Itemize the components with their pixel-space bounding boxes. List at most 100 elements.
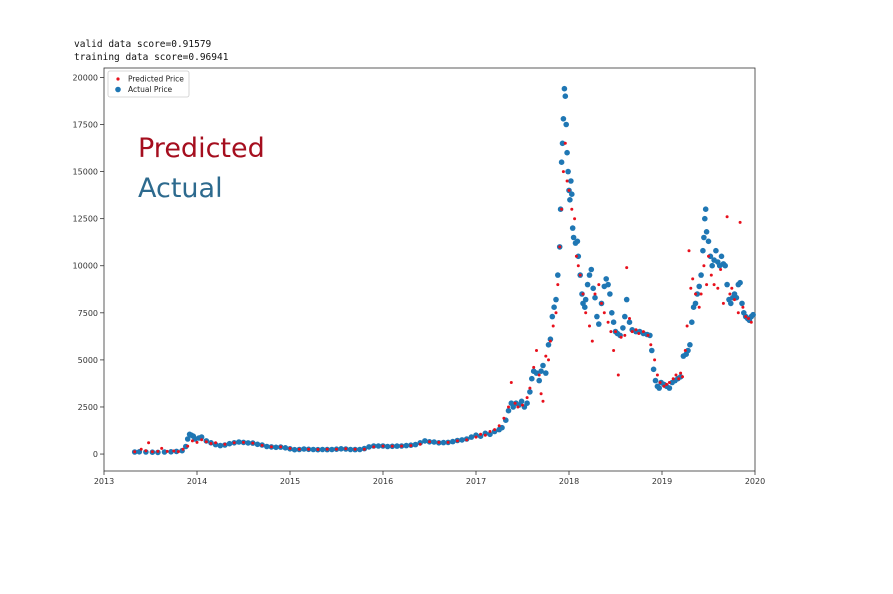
data-point (544, 354, 548, 358)
x-tick-label: 2015 (280, 477, 300, 486)
data-point (497, 424, 501, 428)
x-tick-label: 2014 (187, 477, 207, 486)
data-point (698, 272, 704, 278)
valid-score-text: valid data score=0.91579 (74, 39, 212, 50)
data-point (459, 437, 465, 443)
data-point (588, 266, 595, 273)
data-point (160, 446, 164, 450)
x-axis: 2013 2014 2015 2016 2017 2018 2019 2020 (94, 471, 765, 486)
data-point (384, 443, 391, 450)
data-point (650, 366, 657, 373)
data-point (584, 281, 591, 288)
x-tick-label: 2020 (745, 477, 765, 486)
data-point (662, 384, 666, 388)
data-point (567, 197, 573, 203)
data-point (564, 149, 570, 156)
y-tick-label: 12500 (73, 215, 98, 224)
data-point (409, 444, 413, 448)
data-point (505, 407, 512, 414)
data-point (556, 283, 560, 287)
data-point (509, 381, 513, 384)
data-point (716, 286, 720, 290)
data-point (347, 446, 354, 453)
data-point (403, 442, 410, 449)
data-point (692, 300, 699, 307)
data-point (569, 191, 575, 197)
data-point (156, 449, 160, 453)
data-point (558, 245, 562, 249)
data-point (625, 266, 629, 270)
data-point (242, 440, 245, 444)
data-point (560, 116, 567, 122)
data-point (733, 298, 736, 302)
overlay-predicted-label: Predicted (138, 133, 265, 164)
data-point (707, 254, 710, 258)
data-point (623, 296, 630, 303)
data-point (390, 444, 394, 448)
data-point (614, 330, 617, 334)
data-point (381, 444, 385, 448)
data-point (362, 447, 366, 451)
x-tick-label: 2019 (652, 477, 672, 486)
data-point (297, 447, 301, 451)
data-point (172, 449, 176, 453)
legend-marker (116, 77, 120, 81)
data-point (724, 281, 730, 288)
data-point (736, 311, 740, 315)
data-point (446, 440, 450, 444)
data-point (637, 332, 641, 335)
data-point (190, 439, 194, 443)
data-point (584, 311, 588, 315)
data-point (667, 381, 671, 384)
x-tick-label: 2013 (94, 477, 114, 486)
data-point (493, 428, 497, 432)
data-point (600, 301, 603, 305)
data-point (696, 283, 702, 290)
plot-area (103, 67, 756, 472)
legend-box (107, 70, 190, 98)
data-point (576, 264, 580, 268)
data-point (548, 339, 552, 343)
data-point (479, 432, 483, 436)
overlay-actual-label: Actual (138, 173, 223, 204)
data-point (344, 447, 348, 451)
data-point (620, 325, 626, 331)
data-point (679, 371, 683, 375)
data-point (718, 253, 725, 260)
data-point (502, 416, 506, 420)
data-point (400, 444, 404, 448)
data-point (569, 225, 576, 231)
legend-label: Predicted Price (128, 75, 184, 84)
data-point (431, 439, 437, 445)
data-point (612, 349, 616, 352)
data-point (269, 445, 273, 449)
data-point (565, 179, 569, 183)
data-point (705, 238, 712, 245)
data-point (440, 439, 447, 446)
data-point (329, 446, 335, 453)
data-point (582, 296, 589, 303)
y-tick-label: 10000 (73, 262, 98, 271)
data-point (586, 272, 593, 278)
data-point (581, 292, 585, 296)
data-point (518, 398, 525, 405)
data-point (543, 370, 549, 376)
data-point (646, 333, 650, 337)
data-point (541, 399, 545, 403)
data-point (133, 450, 137, 454)
data-point (656, 385, 662, 391)
data-point (703, 229, 710, 235)
data-point (652, 377, 659, 384)
data-point (236, 439, 242, 445)
data-point (455, 439, 459, 443)
legend-marker (115, 86, 121, 93)
data-point (702, 206, 709, 212)
data-point (150, 450, 154, 454)
data-point (658, 381, 662, 384)
training-score-text: training data score=0.96941 (74, 52, 229, 63)
data-point (539, 392, 543, 396)
data-point (574, 254, 578, 258)
data-point (634, 328, 638, 332)
data-point (260, 443, 264, 447)
data-point (422, 438, 428, 444)
